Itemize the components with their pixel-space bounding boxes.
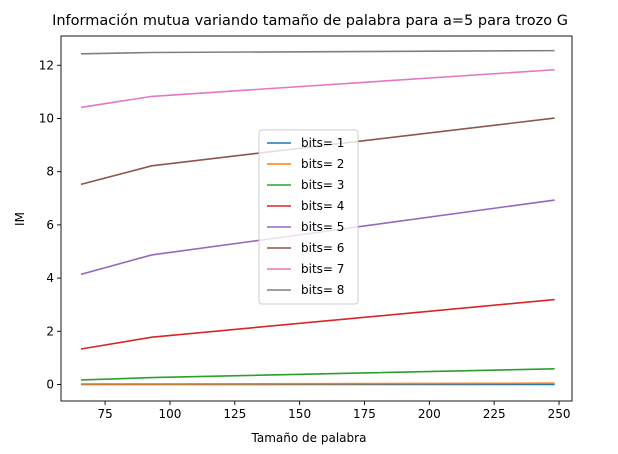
x-tick-label: 225 [483,407,506,421]
legend-label-4: bits= 4 [301,199,344,213]
series-line-2 [80,382,555,385]
x-tick-label: 150 [288,407,311,421]
series-line-5 [80,199,555,276]
legend-label-1: bits= 1 [301,136,344,150]
x-tick-label: 250 [548,407,571,421]
legend-label-3: bits= 3 [301,178,344,192]
y-tick-label: 6 [46,218,54,232]
y-tick-label: 2 [46,324,54,338]
legend-box [258,129,359,305]
legend-label-6: bits= 6 [301,241,344,255]
axes: 75 100 125 150 175 200 225 250 0 2 4 6 8 10 12 [39,35,573,421]
chart-title: Información mutua variando tamaño de pal… [52,13,568,29]
y-tick-label: 0 [46,378,54,392]
x-tick-label: 100 [158,407,181,421]
y-tick-label: 10 [39,111,54,125]
x-tick-label: 175 [353,407,376,421]
x-tick-label: 125 [223,407,246,421]
series-line-6 [80,117,555,186]
series-line-4 [80,298,555,350]
legend-label-8: bits= 8 [301,283,344,297]
series-line-7 [80,68,555,109]
plot-area [80,49,555,386]
legend-label-7: bits= 7 [301,262,344,276]
plot-frame [60,35,573,402]
y-tick-label: 4 [46,271,54,285]
x-axis-label: Tamaño de palabra [251,431,367,445]
x-tick-label: 200 [418,407,441,421]
series-line-8 [80,49,555,55]
legend-label-5: bits= 5 [301,220,344,234]
x-tick-label: 75 [97,407,112,421]
series-line-3 [80,367,555,381]
legend: bits= 1 bits= 2 bits= 3 bits= 4 bits= 5 bits=… [258,129,359,305]
y-axis-label: IM [13,212,27,226]
legend-label-2: bits= 2 [301,157,344,171]
y-tick-label: 12 [39,58,54,72]
y-tick-label: 8 [46,165,54,179]
